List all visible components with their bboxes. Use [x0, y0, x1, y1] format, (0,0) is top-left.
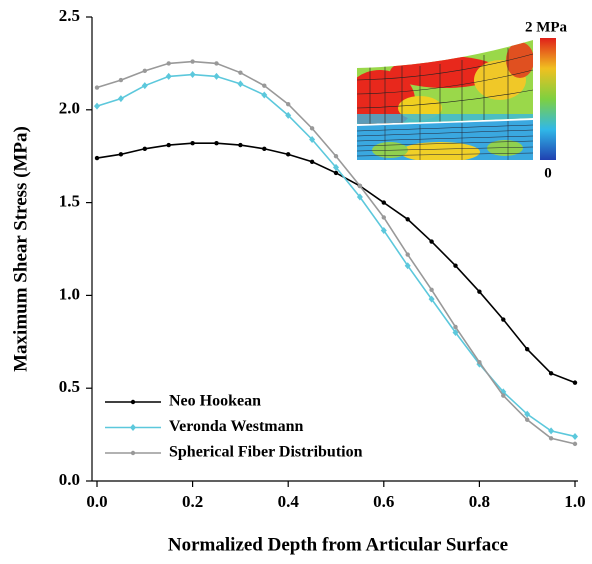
data-point — [548, 427, 555, 435]
data-point — [166, 142, 171, 148]
y-axis-title: Maximum Shear Stress (MPa) — [10, 126, 31, 372]
data-point — [285, 111, 292, 119]
data-point — [501, 393, 506, 398]
legend-marker — [130, 399, 136, 405]
data-point — [262, 83, 267, 88]
x-axis-title: Normalized Depth from Articular Surface — [168, 534, 508, 555]
data-point — [333, 170, 339, 176]
data-point — [190, 141, 195, 146]
y-tick-label: 1.0 — [59, 284, 80, 303]
data-point — [381, 215, 386, 220]
data-point — [261, 91, 268, 99]
colorbar-max-label: 2 MPa — [525, 19, 568, 35]
x-tick-label: 0.2 — [182, 492, 203, 511]
data-point — [286, 152, 291, 157]
data-point — [309, 126, 315, 131]
data-point — [309, 159, 315, 164]
data-point — [142, 146, 147, 151]
y-tick-label: 2.5 — [59, 6, 80, 25]
data-point — [333, 163, 339, 171]
data-point — [548, 371, 554, 376]
data-point — [165, 72, 172, 80]
data-point — [381, 200, 386, 205]
data-point — [452, 329, 459, 337]
data-point — [118, 77, 124, 83]
legend-marker — [130, 424, 136, 431]
data-point — [238, 142, 243, 148]
data-point — [404, 262, 411, 270]
data-point — [94, 155, 100, 161]
colorbar-min-label: 0 — [544, 165, 552, 181]
data-point — [94, 85, 100, 90]
data-point — [525, 347, 530, 352]
data-point — [477, 360, 482, 365]
data-point — [309, 135, 316, 143]
data-point — [380, 226, 387, 234]
data-point — [189, 71, 196, 79]
series-line — [96, 142, 576, 384]
x-tick-label: 0.6 — [373, 492, 394, 511]
data-point — [572, 441, 578, 447]
data-point — [333, 154, 339, 159]
data-point — [405, 217, 410, 222]
data-point — [213, 72, 220, 80]
data-point — [572, 432, 578, 440]
x-tick-label: 0.0 — [86, 492, 107, 511]
data-point — [238, 70, 243, 75]
data-point — [141, 82, 148, 90]
data-point — [405, 252, 410, 257]
data-point — [214, 141, 219, 146]
data-point — [429, 239, 434, 244]
data-point — [214, 61, 219, 66]
data-point — [237, 80, 244, 88]
data-point — [548, 436, 554, 441]
x-tick-label: 1.0 — [564, 492, 585, 511]
data-point — [428, 295, 435, 303]
legend-label: Spherical Fiber Distribution — [169, 444, 363, 461]
legend-label: Veronda Westmann — [169, 418, 304, 435]
data-point — [429, 287, 434, 293]
data-point — [357, 183, 363, 189]
data-point — [190, 59, 195, 64]
inset-image — [357, 38, 556, 160]
data-point — [453, 263, 458, 268]
data-point — [477, 289, 482, 294]
y-tick-label: 1.5 — [59, 192, 80, 211]
data-point — [142, 68, 147, 74]
data-point — [453, 324, 458, 330]
data-point — [166, 61, 171, 66]
data-point — [262, 146, 267, 151]
y-tick-label: 0.0 — [59, 470, 80, 489]
data-point — [286, 102, 291, 107]
y-tick-label: 0.5 — [59, 377, 80, 396]
data-point — [356, 193, 363, 201]
data-point — [117, 95, 124, 103]
y-tick-label: 2.0 — [59, 99, 80, 118]
data-point — [501, 317, 506, 322]
x-tick-label: 0.4 — [278, 492, 300, 511]
data-point — [525, 417, 530, 422]
data-point — [94, 102, 100, 110]
x-tick-label: 0.8 — [469, 492, 490, 511]
legend-label: Neo Hookean — [169, 393, 261, 410]
data-point — [524, 410, 531, 418]
data-point — [118, 152, 124, 157]
legend-marker — [130, 450, 136, 456]
data-point — [572, 380, 578, 385]
